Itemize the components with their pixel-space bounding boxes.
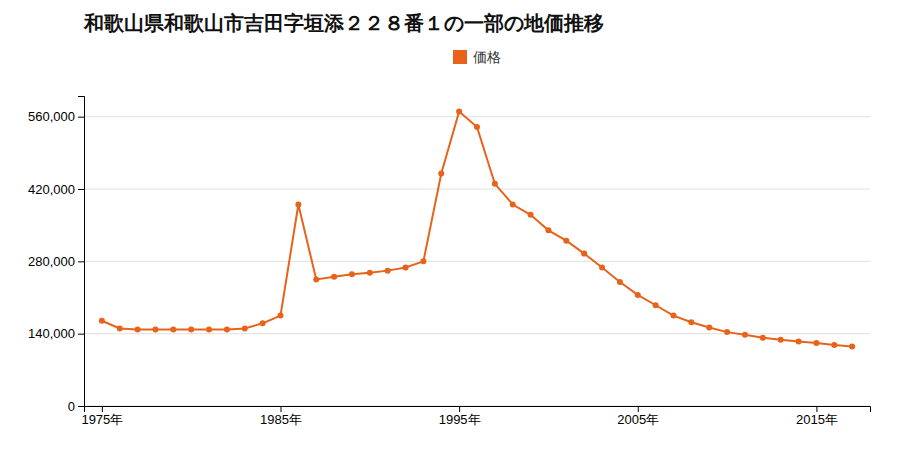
grid-line <box>84 261 870 262</box>
x-tick-mark <box>638 406 639 412</box>
legend-swatch <box>453 50 467 64</box>
point <box>99 318 105 324</box>
point <box>599 265 605 271</box>
y-tick-mark <box>78 117 84 118</box>
x-tick: 2005年 <box>617 406 659 427</box>
y-tick: 420,000 <box>28 182 84 197</box>
grid-line <box>84 116 870 117</box>
point <box>813 340 819 346</box>
grid <box>84 117 870 406</box>
legend: 価格 <box>453 49 501 65</box>
x-tick-label: 1995年 <box>439 412 481 427</box>
y-tick-label: 560,000 <box>28 109 75 124</box>
x-tick-label: 2015年 <box>796 412 838 427</box>
point <box>831 342 837 348</box>
point <box>563 238 569 244</box>
x-tick-mark <box>816 406 817 412</box>
y-tick-mark <box>78 189 84 190</box>
x-tick-mark <box>459 406 460 412</box>
point <box>295 202 301 208</box>
point <box>760 335 766 341</box>
y-tick-mark <box>78 261 84 262</box>
x-tick: 1995年 <box>439 406 481 427</box>
point <box>474 124 480 130</box>
plot-area: 1975年 1985年 1995年 2005年 2015年 0 140,000 280,000… <box>28 97 871 428</box>
point <box>617 279 623 285</box>
point <box>349 271 355 277</box>
y-tick-mark <box>78 334 84 335</box>
point <box>688 319 694 325</box>
x-tick-label: 2005年 <box>617 412 659 427</box>
x-tick-mark <box>281 406 282 412</box>
point <box>367 270 373 276</box>
title: 和歌山県和歌山市吉田字垣添２２８番１の一部の地価推移 <box>83 11 604 35</box>
point <box>671 313 677 319</box>
point <box>117 326 123 332</box>
y-tick-mark <box>78 406 84 407</box>
y-tick: 0 <box>68 399 84 414</box>
point <box>152 327 158 333</box>
y-axis: 0 140,000 280,000 420,000 560,000 <box>28 97 85 414</box>
x-tick: 2015年 <box>796 406 838 427</box>
point <box>778 337 784 343</box>
point <box>242 326 248 332</box>
y-axis-line <box>78 97 85 407</box>
point <box>135 327 141 333</box>
point <box>742 332 748 338</box>
point <box>528 212 534 218</box>
y-tick-label: 280,000 <box>28 254 75 269</box>
marks <box>99 109 855 350</box>
point <box>635 292 641 298</box>
point <box>456 109 462 115</box>
x-tick: 1975年 <box>81 406 123 427</box>
point <box>581 251 587 257</box>
chart-svg: 1975年 1985年 1995年 2005年 2015年 0 140,000 280,000… <box>0 0 900 450</box>
point <box>260 320 266 326</box>
y-tick: 560,000 <box>28 109 84 124</box>
x-tick-label: 1975年 <box>81 412 123 427</box>
x-axis: 1975年 1985年 1995年 2005年 2015年 <box>81 406 870 427</box>
point <box>170 327 176 333</box>
x-tick-label: 1985年 <box>260 412 302 427</box>
grid-line <box>84 333 870 334</box>
point <box>706 324 712 330</box>
y-tick-label: 0 <box>68 399 75 414</box>
point <box>545 227 551 233</box>
point <box>224 327 230 333</box>
point <box>420 258 426 264</box>
legend-item: 価格 <box>453 49 501 65</box>
point <box>438 171 444 177</box>
y-tick: 280,000 <box>28 254 84 269</box>
series-line <box>102 112 852 347</box>
point <box>510 202 516 208</box>
point <box>849 344 855 350</box>
y-tick-label: 420,000 <box>28 182 75 197</box>
point <box>206 327 212 333</box>
grid-line <box>84 189 870 190</box>
x-axis-line <box>85 407 871 413</box>
point <box>796 338 802 344</box>
point <box>492 181 498 187</box>
x-tick-mark <box>102 406 103 412</box>
point <box>331 274 337 280</box>
legend-label: 価格 <box>473 49 501 65</box>
point <box>188 327 194 333</box>
point <box>313 276 319 282</box>
x-tick: 1985年 <box>260 406 302 427</box>
chart-container: 1975年 1985年 1995年 2005年 2015年 0 140,000 280,000… <box>0 0 900 450</box>
y-tick: 140,000 <box>28 326 84 341</box>
point <box>385 268 391 274</box>
point <box>724 329 730 335</box>
point <box>403 265 409 271</box>
y-tick-label: 140,000 <box>28 326 75 341</box>
point <box>278 313 284 319</box>
point <box>653 302 659 308</box>
